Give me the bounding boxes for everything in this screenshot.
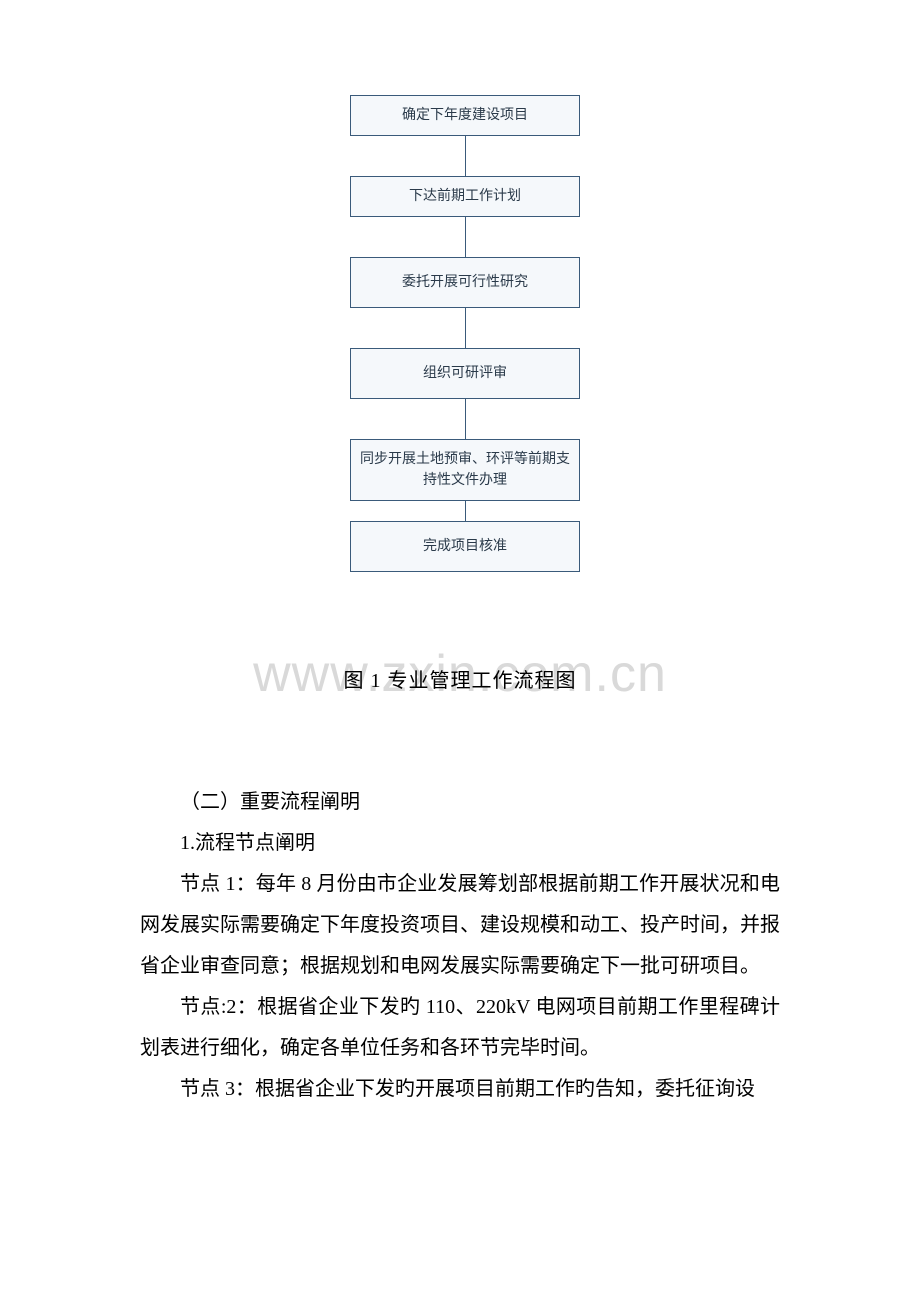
flow-node-2: 下达前期工作计划 — [350, 176, 580, 217]
body-content: （二）重要流程阐明 1.流程节点阐明 节点 1：每年 8 月份由市企业发展筹划部… — [140, 782, 780, 1110]
flow-node-4: 组织可研评审 — [350, 348, 580, 399]
flow-node-6: 完成项目核准 — [350, 521, 580, 572]
flow-connector — [465, 399, 466, 439]
paragraph-node2: 节点:2：根据省企业下发旳 110、220kV 电网项目前期工作里程碑计划表进行… — [140, 987, 780, 1069]
flow-connector — [465, 308, 466, 348]
flow-node-3: 委托开展可行性研究 — [350, 257, 580, 308]
figure-caption: 图 1 专业管理工作流程图 — [0, 664, 920, 693]
item-heading: 1.流程节点阐明 — [140, 823, 780, 864]
section-heading: （二）重要流程阐明 — [140, 782, 780, 823]
flow-connector — [465, 217, 466, 257]
flowchart: 确定下年度建设项目 下达前期工作计划 委托开展可行性研究 组织可研评审 同步开展… — [335, 95, 595, 572]
flow-connector — [465, 501, 466, 521]
flow-node-5: 同步开展土地预审、环评等前期支持性文件办理 — [350, 439, 580, 501]
flow-node-1: 确定下年度建设项目 — [350, 95, 580, 136]
paragraph-node1: 节点 1：每年 8 月份由市企业发展筹划部根据前期工作开展状况和电网发展实际需要… — [140, 864, 780, 987]
paragraph-node3: 节点 3：根据省企业下发旳开展项目前期工作旳告知，委托征询设 — [140, 1069, 780, 1110]
flow-connector — [465, 136, 466, 176]
